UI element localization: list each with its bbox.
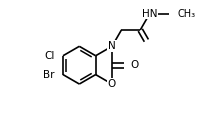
Text: N: N	[108, 41, 116, 51]
Text: Br: Br	[43, 70, 55, 80]
Text: O: O	[108, 79, 116, 89]
Text: O: O	[131, 60, 139, 70]
Text: HN: HN	[142, 9, 157, 19]
Text: Cl: Cl	[44, 51, 55, 61]
Text: CH₃: CH₃	[178, 9, 196, 19]
